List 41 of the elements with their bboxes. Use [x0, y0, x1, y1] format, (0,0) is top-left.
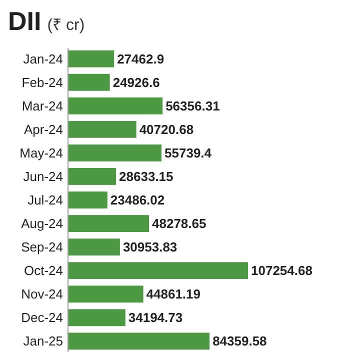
y-tick-label: Jul-24: [28, 192, 63, 208]
data-label: 27462.9: [117, 51, 164, 66]
bar: [68, 238, 120, 256]
data-label: 56356.31: [166, 98, 220, 114]
bar: [68, 215, 150, 232]
data-label: 34194.73: [128, 310, 183, 326]
data-label: 48278.65: [152, 216, 206, 232]
y-tick-label: Mar-24: [22, 98, 63, 114]
data-label: 40720.68: [139, 122, 194, 137]
y-tick-label: Oct-24: [24, 263, 63, 278]
bar: [68, 120, 136, 138]
bar: [68, 262, 248, 280]
bar: [68, 144, 162, 162]
data-label: 30953.83: [122, 240, 178, 255]
bar: [68, 50, 114, 68]
y-tick-label: Dec-24: [21, 310, 63, 326]
bar: [68, 286, 144, 303]
data-label: 107254.68: [251, 263, 312, 278]
bar: [68, 74, 110, 91]
y-tick-label: Nov-24: [21, 286, 63, 302]
y-tick-label: Feb-24: [22, 74, 63, 90]
data-label: 55739.4: [164, 145, 212, 160]
bar: [68, 97, 163, 114]
y-tick-label: May-24: [20, 145, 63, 160]
chart-subtitle: (₹ cr): [47, 17, 85, 34]
bar: [68, 332, 210, 350]
y-tick-label: Jan-24: [23, 51, 63, 66]
data-label: 24926.6: [112, 74, 160, 90]
y-tick-label: Jan-25: [23, 334, 63, 349]
data-label: 44861.19: [146, 286, 201, 302]
y-tick-label: Sep-24: [21, 240, 63, 255]
chart-title: DII: [8, 6, 42, 36]
y-tick-label: Apr-24: [24, 122, 63, 137]
y-tick-label: Jun-24: [23, 169, 63, 184]
y-tick-label: Aug-24: [21, 216, 63, 232]
bar: [68, 168, 116, 185]
bar: [68, 309, 126, 326]
bar: [68, 192, 108, 208]
data-label: 84359.58: [212, 334, 267, 349]
data-label: 23486.02: [110, 192, 165, 208]
data-label: 28633.15: [119, 169, 174, 184]
